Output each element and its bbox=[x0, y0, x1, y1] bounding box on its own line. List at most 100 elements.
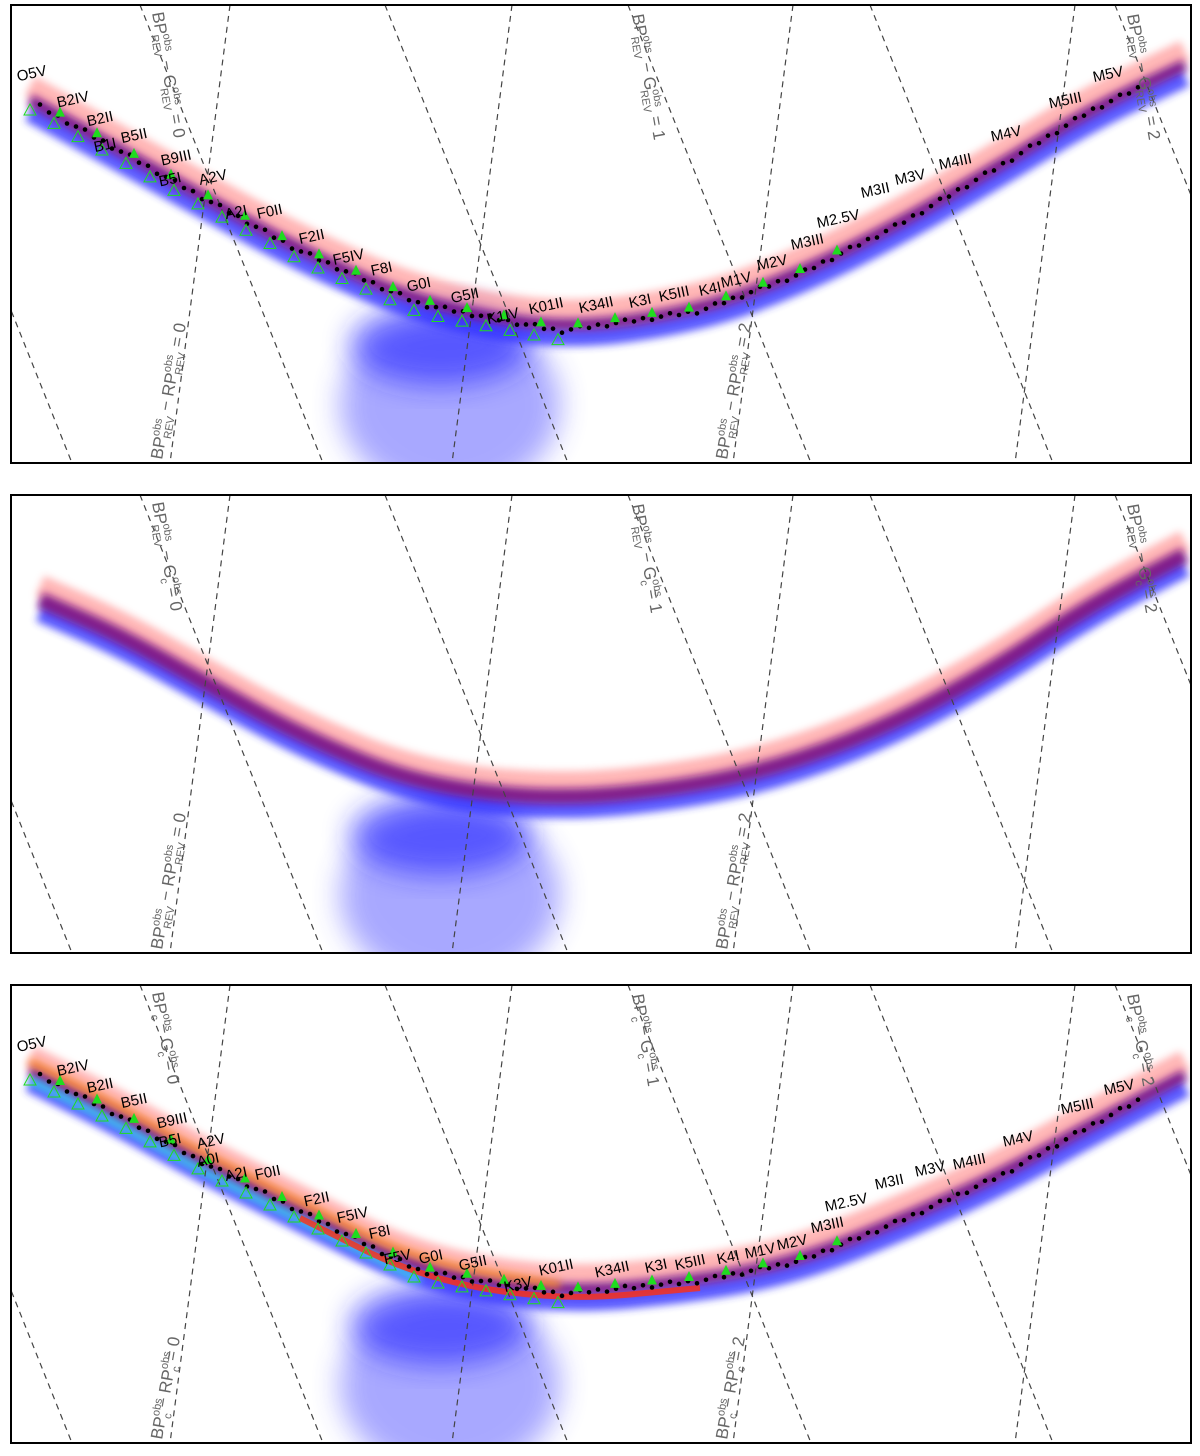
standard-dot bbox=[1036, 1153, 1042, 1158]
iso-label-part: BP bbox=[628, 502, 651, 528]
standard-dot bbox=[190, 188, 196, 194]
iso-label-part: c bbox=[1132, 579, 1145, 587]
standard-dot bbox=[1081, 1128, 1087, 1133]
spectral-type-label: A2V bbox=[197, 166, 228, 189]
standard-dot bbox=[775, 278, 781, 284]
iso-label-part: obs bbox=[158, 1350, 173, 1370]
standard-dot bbox=[919, 210, 925, 216]
standard-dot bbox=[1126, 91, 1132, 96]
standard-dot bbox=[190, 1153, 196, 1159]
iso-label-part: BP bbox=[148, 10, 171, 36]
open-triangle bbox=[503, 323, 517, 336]
iso-label-part: c bbox=[170, 1365, 183, 1373]
standard-dot bbox=[973, 1184, 979, 1190]
open-triangle bbox=[359, 1245, 373, 1259]
standard-dot bbox=[433, 304, 439, 310]
standard-dot bbox=[514, 322, 520, 328]
standard-dot bbox=[811, 265, 817, 271]
iso-line-label: BPobsc − Gobsc = 2 bbox=[1119, 992, 1159, 1088]
standard-dot bbox=[1045, 1146, 1051, 1151]
standard-dot bbox=[172, 177, 178, 183]
standard-dot bbox=[829, 1247, 835, 1253]
iso-label-part: − G bbox=[636, 546, 660, 581]
filled-triangle bbox=[314, 248, 324, 259]
standard-dot bbox=[469, 313, 475, 319]
standard-dot bbox=[559, 1293, 565, 1299]
open-triangle bbox=[527, 327, 541, 341]
open-triangle bbox=[503, 1287, 517, 1301]
standard-dot bbox=[145, 163, 151, 169]
iso-label-part: = 1 bbox=[642, 583, 666, 615]
iso-label-part: REV bbox=[1123, 526, 1139, 551]
standard-dot bbox=[721, 300, 727, 306]
standard-dot bbox=[226, 210, 232, 216]
standard-dot bbox=[1018, 1162, 1024, 1167]
standard-dot bbox=[424, 305, 430, 310]
standard-dot bbox=[289, 1206, 295, 1212]
standard-dot bbox=[1099, 1119, 1105, 1124]
iso-label-part: obs bbox=[161, 843, 176, 863]
standard-dot bbox=[82, 1094, 88, 1099]
open-triangle bbox=[383, 1257, 397, 1271]
iso-line-label: BPobsREV − RPobsREV = 2 bbox=[711, 321, 759, 461]
iso-line-shallow bbox=[627, 985, 812, 1443]
iso-label-part: REV bbox=[148, 524, 164, 549]
spectral-type-label: K5III bbox=[673, 1251, 707, 1274]
spectral-type-label: M2V bbox=[755, 251, 789, 274]
standard-dot bbox=[676, 312, 682, 318]
spectral-type-label: M5III bbox=[1059, 1095, 1095, 1119]
filled-triangle bbox=[499, 309, 509, 320]
iso-label-part: BP bbox=[628, 992, 651, 1018]
standard-dot bbox=[1108, 98, 1114, 104]
spectral-type-label: M5V bbox=[1091, 63, 1125, 86]
standard-dot bbox=[379, 1251, 385, 1257]
standard-dot bbox=[712, 301, 718, 306]
standard-dot bbox=[235, 1176, 241, 1182]
spectral-type-label: B9III bbox=[159, 146, 193, 169]
iso-line-shallow bbox=[1114, 985, 1191, 1177]
standard-dot bbox=[1000, 1171, 1006, 1176]
iso-label-part: − G bbox=[156, 544, 180, 579]
standard-dot bbox=[298, 249, 304, 254]
open-triangle bbox=[95, 1108, 109, 1122]
standard-dot bbox=[1027, 1155, 1033, 1160]
standard-dot bbox=[604, 323, 610, 329]
standard-dot bbox=[784, 278, 790, 284]
standard-dot bbox=[937, 196, 943, 202]
standard-dot bbox=[1135, 84, 1141, 90]
standard-dot bbox=[1099, 105, 1105, 110]
standard-dot bbox=[343, 269, 349, 274]
iso-label-part: c bbox=[1129, 1053, 1142, 1061]
standard-dot bbox=[1009, 1169, 1015, 1174]
standard-dot bbox=[478, 313, 484, 319]
iso-label-part: c bbox=[637, 579, 650, 587]
iso-label-part: = 2 bbox=[725, 1335, 749, 1367]
open-triangle bbox=[335, 271, 349, 285]
iso-label-part: obs bbox=[150, 907, 165, 927]
red-band bbox=[24, 41, 1190, 322]
iso-label-part: obs bbox=[726, 843, 741, 863]
standard-dot bbox=[604, 1289, 610, 1294]
standard-dot bbox=[712, 1273, 718, 1279]
spectral-type-label: F0II bbox=[253, 1162, 282, 1184]
filled-triangle bbox=[647, 306, 657, 317]
spectral-type-label: B2II bbox=[85, 108, 115, 130]
standard-dot bbox=[1054, 130, 1060, 136]
spectral-type-label: K01II bbox=[537, 1256, 575, 1280]
standard-dot bbox=[1090, 1121, 1096, 1126]
spectral-type-label: K34II bbox=[593, 1258, 631, 1282]
filled-triangle bbox=[92, 127, 102, 138]
iso-label-part: = 0 bbox=[166, 321, 190, 353]
iso-label-part: − G bbox=[156, 54, 180, 89]
standard-dot bbox=[964, 1190, 970, 1196]
standard-dot bbox=[316, 258, 322, 263]
standard-dot bbox=[631, 1285, 637, 1291]
standard-dot bbox=[532, 1285, 538, 1291]
filled-triangle bbox=[647, 1274, 657, 1285]
standard-dot bbox=[847, 1236, 853, 1242]
filled-triangle bbox=[721, 1264, 731, 1275]
open-triangle bbox=[455, 314, 469, 327]
spectral-type-label: M2V bbox=[775, 1231, 809, 1254]
standard-dot bbox=[217, 202, 223, 208]
